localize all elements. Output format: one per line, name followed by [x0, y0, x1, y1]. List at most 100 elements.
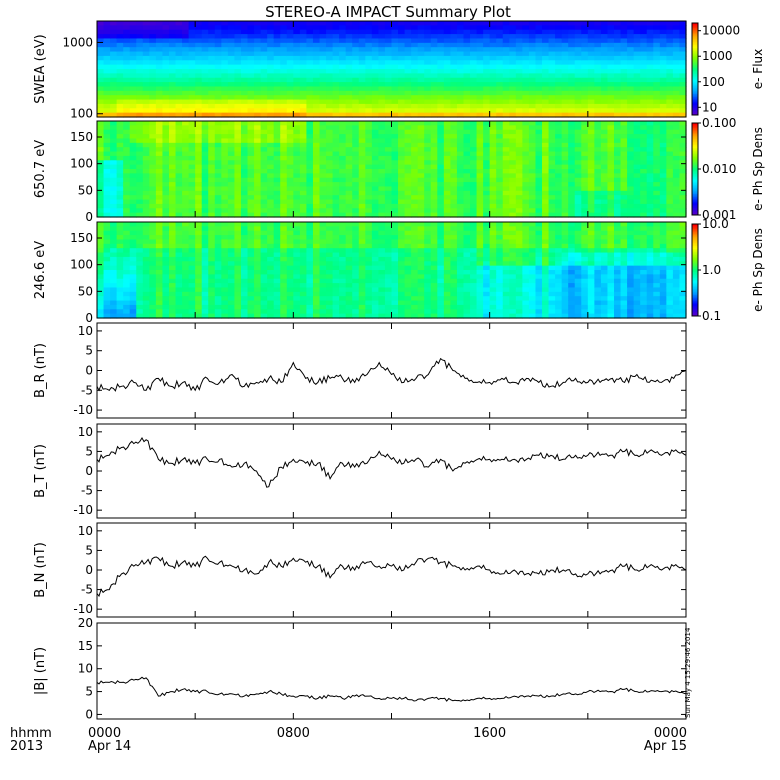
heatmap-cell — [273, 29, 281, 35]
heatmap-cell — [345, 25, 353, 31]
heatmap-cell — [502, 29, 510, 35]
heatmap-cell — [627, 151, 635, 157]
heatmap-cell — [489, 190, 497, 196]
heatmap-cell — [574, 195, 582, 201]
heatmap-cell — [214, 243, 222, 249]
heatmap-cell — [404, 195, 412, 201]
heatmap-cell — [195, 25, 203, 31]
heatmap-cell — [188, 265, 196, 271]
heatmap-cell — [136, 252, 144, 258]
heatmap-cell — [614, 55, 622, 61]
heatmap-cell — [646, 64, 654, 70]
heatmap-cell — [149, 169, 157, 174]
heatmap-cell — [509, 86, 517, 92]
heatmap-cell — [123, 274, 131, 280]
heatmap-cell — [620, 134, 628, 140]
heatmap-cell — [391, 29, 399, 35]
heatmap-cell — [332, 108, 340, 114]
colorbar-cell — [692, 201, 698, 204]
heatmap-cell — [286, 177, 294, 183]
colorbar-cell — [692, 70, 698, 73]
heatmap-cell — [574, 34, 582, 40]
heatmap-cell — [326, 73, 334, 79]
heatmap-cell — [110, 212, 118, 218]
heatmap-cell — [483, 55, 491, 61]
heatmap-cell — [162, 309, 170, 315]
heatmap-cell — [640, 103, 648, 109]
heatmap-cell — [110, 134, 118, 140]
heatmap-cell — [339, 304, 347, 310]
heatmap-cell — [633, 195, 641, 201]
heatmap-cell — [260, 151, 268, 157]
heatmap-cell — [489, 47, 497, 53]
heatmap-cell — [633, 142, 641, 148]
heatmap-cell — [365, 169, 373, 174]
heatmap-cell — [502, 25, 510, 31]
heatmap-cell — [659, 208, 667, 214]
heatmap-cell — [424, 42, 432, 48]
heatmap-cell — [437, 169, 445, 174]
heatmap-cell — [483, 160, 491, 166]
heatmap-cell — [600, 86, 609, 92]
heatmap-cell — [332, 151, 340, 157]
heatmap-cell — [142, 208, 150, 214]
heatmap-cell — [646, 169, 654, 174]
heatmap-cell — [136, 287, 144, 293]
heatmap-cell — [496, 29, 504, 35]
heatmap-cell — [240, 21, 249, 26]
heatmap-cell — [247, 64, 255, 70]
heatmap-cell — [384, 125, 393, 131]
heatmap-cell — [352, 38, 360, 44]
heatmap-cell — [358, 73, 366, 79]
heatmap-cell — [103, 125, 111, 131]
heatmap-cell — [110, 239, 118, 245]
heatmap-cell — [312, 82, 321, 88]
heatmap-cell — [168, 77, 177, 83]
heatmap-cell — [365, 77, 373, 83]
heatmap-cell — [672, 90, 681, 96]
heatmap-cell — [208, 147, 216, 153]
heatmap-cell — [97, 270, 105, 275]
heatmap-cell — [240, 265, 249, 271]
heatmap-cell — [391, 208, 399, 214]
heatmap-cell — [509, 182, 517, 188]
heatmap-cell — [214, 21, 222, 26]
heatmap-cell — [182, 160, 190, 166]
heatmap-cell — [319, 274, 327, 280]
heatmap-cell — [627, 64, 635, 70]
heatmap-cell — [398, 47, 406, 53]
heatmap-cell — [653, 42, 661, 48]
heatmap-cell — [319, 108, 327, 114]
heatmap-cell — [142, 112, 150, 118]
heatmap-cell — [260, 164, 268, 170]
heatmap-cell — [437, 186, 445, 192]
heatmap-cell — [175, 222, 183, 227]
heatmap-cell — [424, 151, 432, 157]
heatmap-cell — [227, 155, 236, 161]
heatmap-cell — [509, 147, 517, 153]
heatmap-cell — [384, 77, 393, 83]
colorbar-cell — [692, 87, 698, 90]
heatmap-cell — [326, 261, 334, 267]
heatmap-cell — [345, 125, 353, 131]
heatmap-cell — [319, 177, 327, 183]
heatmap-cell — [208, 309, 216, 315]
heatmap-cell — [620, 147, 628, 153]
heatmap-cell — [424, 108, 432, 114]
heatmap-cell — [149, 199, 157, 205]
heatmap-cell — [470, 47, 478, 53]
heatmap-cell — [201, 287, 209, 293]
heatmap-cell — [515, 169, 523, 174]
heatmap-cell — [208, 34, 216, 40]
heatmap-cell — [286, 195, 294, 201]
heatmap-cell — [123, 160, 131, 166]
heatmap-cell — [345, 164, 353, 170]
colorbar-cell — [692, 124, 698, 127]
heatmap-cell — [110, 99, 118, 105]
heatmap-cell — [201, 300, 209, 306]
heatmap-cell — [470, 64, 478, 70]
colorbar-cell — [692, 107, 698, 110]
heatmap-cell — [607, 103, 615, 109]
heatmap-cell — [195, 248, 203, 254]
heatmap-cell — [443, 34, 451, 40]
